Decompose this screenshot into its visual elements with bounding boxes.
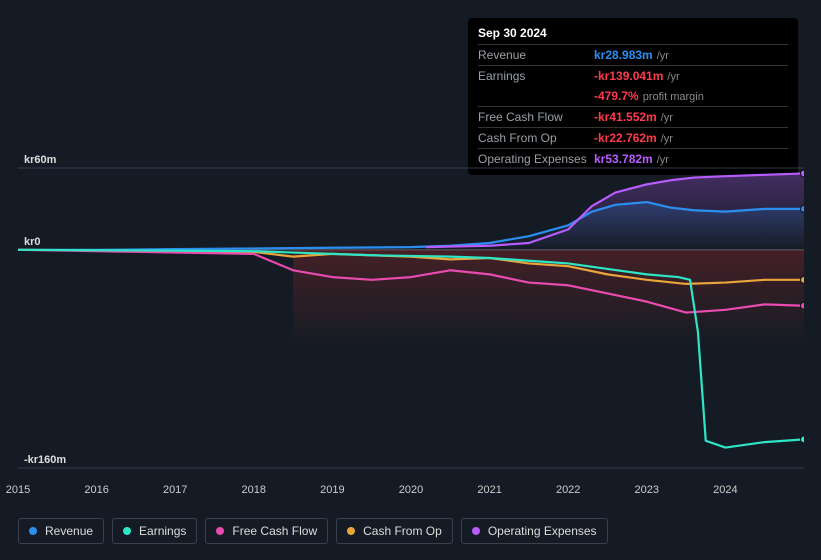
- x-axis-label: 2022: [556, 484, 580, 496]
- legend-dot: [29, 527, 37, 535]
- tooltip-row-value: -479.7%: [594, 89, 639, 103]
- x-axis-label: 2018: [242, 484, 266, 496]
- legend-label: Earnings: [139, 524, 186, 538]
- tooltip-row-value: -kr139.041m: [594, 69, 663, 83]
- tooltip-row: Cash From Op-kr22.762m/yr: [478, 127, 788, 148]
- tooltip-row-unit: /yr: [657, 50, 669, 62]
- legend-dot: [216, 527, 224, 535]
- x-axis-label: 2017: [163, 484, 187, 496]
- x-axis-label: 2015: [6, 484, 30, 496]
- x-axis-label: 2020: [399, 484, 423, 496]
- x-axis-label: 2019: [320, 484, 344, 496]
- x-axis-label: 2016: [84, 484, 108, 496]
- chart-svg: [18, 160, 804, 476]
- legend-label: Free Cash Flow: [232, 524, 317, 538]
- tooltip-row-value: -kr22.762m: [594, 131, 657, 145]
- tooltip-row-unit: /yr: [667, 71, 679, 83]
- tooltip-row: -479.7% profit margin: [478, 86, 788, 106]
- legend-dot: [472, 527, 480, 535]
- legend-item-cash-from-op[interactable]: Cash From Op: [336, 518, 453, 544]
- x-axis-label: 2024: [713, 484, 737, 496]
- x-axis-labels: 2015201620172018201920202021202220232024: [18, 484, 804, 500]
- tooltip-row: Revenuekr28.983m/yr: [478, 44, 788, 65]
- tooltip-row-unit: /yr: [661, 112, 673, 124]
- legend-label: Operating Expenses: [488, 524, 597, 538]
- tooltip-row-label: Cash From Op: [478, 131, 594, 145]
- tooltip-row-value: -kr41.552m: [594, 110, 657, 124]
- chart-legend: Revenue Earnings Free Cash Flow Cash From O…: [18, 518, 608, 544]
- y-axis-label: -kr160m: [24, 454, 66, 466]
- y-axis-label: kr0: [24, 236, 41, 248]
- tooltip-row-label: Free Cash Flow: [478, 110, 594, 124]
- tooltip-row-label: Earnings: [478, 69, 594, 83]
- legend-label: Cash From Op: [363, 524, 442, 538]
- tooltip-row-unit: /yr: [661, 133, 673, 145]
- tooltip-row: Earnings-kr139.041m/yr: [478, 65, 788, 86]
- legend-item-operating-expenses[interactable]: Operating Expenses: [461, 518, 608, 544]
- x-axis-label: 2023: [635, 484, 659, 496]
- legend-dot: [123, 527, 131, 535]
- legend-dot: [347, 527, 355, 535]
- y-axis-label: kr60m: [24, 154, 56, 166]
- legend-item-revenue[interactable]: Revenue: [18, 518, 104, 544]
- chart-tooltip: Sep 30 2024 Revenuekr28.983m/yrEarnings-…: [468, 18, 798, 175]
- tooltip-row-unit: profit margin: [643, 91, 704, 103]
- legend-item-earnings[interactable]: Earnings: [112, 518, 197, 544]
- tooltip-date: Sep 30 2024: [478, 24, 788, 44]
- legend-item-free-cash-flow[interactable]: Free Cash Flow: [205, 518, 328, 544]
- tooltip-row-value: kr28.983m: [594, 48, 653, 62]
- x-axis-label: 2021: [477, 484, 501, 496]
- legend-label: Revenue: [45, 524, 93, 538]
- financial-chart[interactable]: kr60mkr0-kr160m: [18, 160, 804, 500]
- tooltip-row: Free Cash Flow-kr41.552m/yr: [478, 106, 788, 127]
- tooltip-row-label: Revenue: [478, 48, 594, 62]
